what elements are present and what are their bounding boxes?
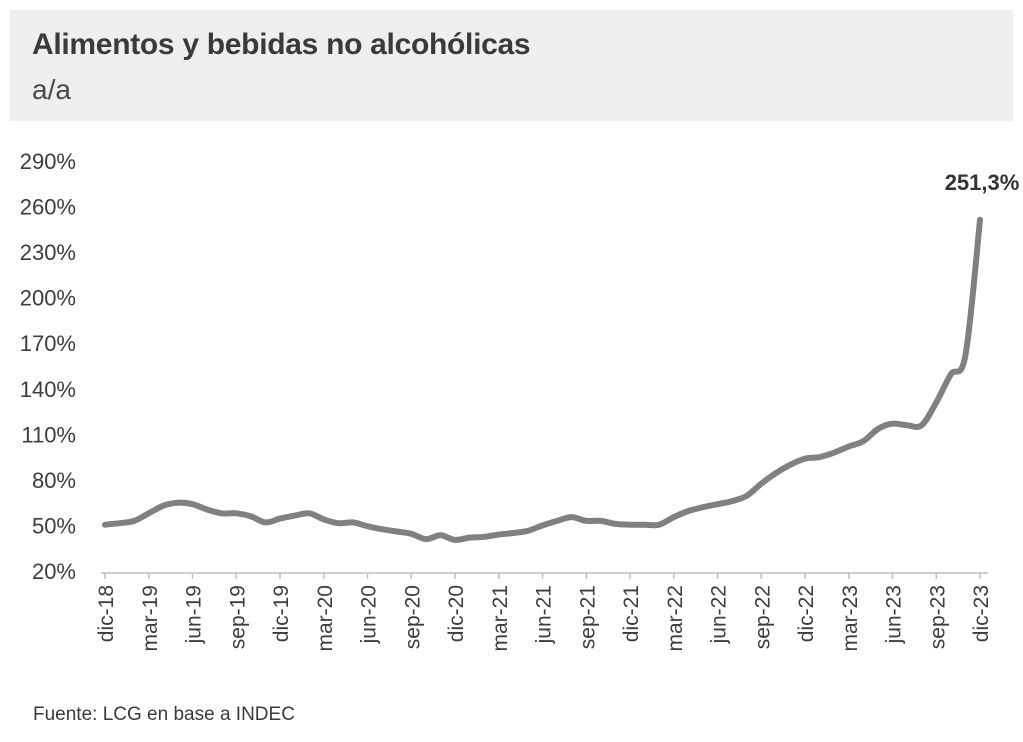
y-tick-label: 50% <box>32 513 76 538</box>
x-tick-label: sep-21 <box>576 585 599 649</box>
y-tick-label: 140% <box>20 377 76 402</box>
source-note: Fuente: LCG en base a INDEC <box>33 704 295 725</box>
last-value-label: 251,3% <box>945 170 1020 195</box>
x-tick-label: dic-22 <box>795 585 818 642</box>
x-tick-label: jun-23 <box>883 585 906 644</box>
x-tick-label: dic-20 <box>445 585 468 642</box>
x-tick-label: jun-22 <box>708 585 731 644</box>
x-tick-label: mar-21 <box>489 585 512 652</box>
series-line <box>102 216 983 543</box>
chart-header: Alimentos y bebidas no alcohólicas a/a <box>10 10 1013 121</box>
x-tick-label: sep-22 <box>751 585 774 649</box>
x-tick-label: dic-21 <box>620 585 643 642</box>
y-tick-label: 230% <box>20 240 76 265</box>
line-chart: 20% 50% 80% 110% 140% 170% 200% 230% 260% 290% dic… <box>20 149 1020 652</box>
y-tick-label: 200% <box>20 286 76 311</box>
x-tick-label: jun-19 <box>183 585 206 644</box>
x-tick-label: mar-23 <box>839 585 862 652</box>
chart-subtitle: a/a <box>32 74 71 105</box>
x-tick-label: jun-20 <box>358 585 381 644</box>
y-tick-label: 20% <box>32 559 76 584</box>
x-tick-label: jun-21 <box>533 585 556 644</box>
x-tick-label: dic-18 <box>95 585 118 642</box>
y-tick-label: 80% <box>32 468 76 493</box>
x-tick-label: sep-19 <box>226 585 249 649</box>
y-tick-label: 290% <box>20 149 76 174</box>
x-tick-label: mar-20 <box>314 585 337 652</box>
y-tick-label: 260% <box>20 195 76 220</box>
x-tick-label: sep-23 <box>926 585 949 649</box>
y-tick-label: 170% <box>20 331 76 356</box>
x-tick-label: dic-19 <box>270 585 293 642</box>
x-tick-label: sep-20 <box>401 585 424 649</box>
x-tick-label: mar-19 <box>139 585 162 652</box>
y-tick-label: 110% <box>21 422 76 447</box>
x-tick-label: mar-22 <box>664 585 687 652</box>
chart-title: Alimentos y bebidas no alcohólicas <box>32 28 531 61</box>
x-tick-label: dic-23 <box>970 585 993 642</box>
